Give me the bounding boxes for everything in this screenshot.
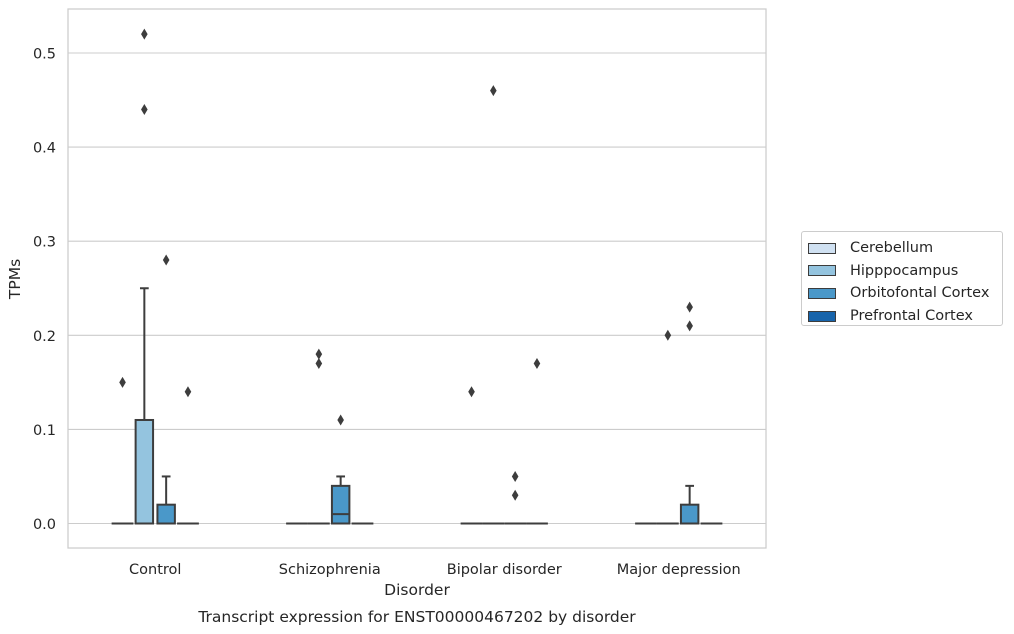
legend-item: Prefrontal Cortex <box>808 305 996 328</box>
box-orbitofontal-cortex <box>330 475 351 525</box>
legend-label: Hipppocampus <box>850 262 959 279</box>
box-iqr <box>156 503 176 525</box>
legend-item: Cerebellum <box>808 237 996 260</box>
box-orbitofontal-cortex <box>679 484 700 525</box>
x-tick-label: Control <box>129 562 181 578</box>
legend-swatch <box>808 242 836 254</box>
outlier-marker <box>119 376 126 388</box>
legend-item: Orbitofontal Cortex <box>808 282 996 305</box>
outlier-marker <box>686 301 693 313</box>
plot-area-frame <box>67 8 767 549</box>
y-tick-label: 0.3 <box>33 235 56 251</box>
boxes <box>111 287 723 525</box>
outlier-marker <box>664 329 672 341</box>
outlier-marker <box>686 320 693 332</box>
legend-label: Cerebellum <box>850 240 934 257</box>
y-tick-label: 0.1 <box>33 423 56 439</box>
outlier-marker <box>315 348 323 360</box>
legend-item: Hipppocampus <box>808 260 996 283</box>
outlier-marker <box>337 414 344 426</box>
outlier-marker <box>141 103 148 115</box>
y-tick-label: 0.2 <box>33 329 56 345</box>
outlier-marker <box>468 386 475 398</box>
x-tick-label: Schizophrenia <box>279 562 381 578</box>
box-hipppocampus <box>134 287 155 525</box>
box-orbitofontal-cortex <box>156 475 176 525</box>
legend-swatch <box>808 287 836 299</box>
outlier-points <box>119 28 693 501</box>
legend-label: Orbitofontal Cortex <box>850 285 990 302</box>
box-iqr <box>330 484 351 525</box>
x-tick-label: Major depression <box>617 562 741 578</box>
x-axis-label: Disorder <box>384 581 450 599</box>
y-axis-label: TPMs <box>6 259 24 300</box>
outlier-marker <box>533 358 541 370</box>
legend-swatch <box>808 310 836 322</box>
y-tick-label: 0.0 <box>33 517 56 533</box>
y-tick-label: 0.5 <box>33 47 56 63</box>
outlier-marker <box>511 489 519 501</box>
outlier-marker <box>490 85 497 97</box>
outlier-marker <box>162 254 170 266</box>
legend: Cerebellum Hipppocampus Orbitofontal Corte… <box>801 231 1003 326</box>
grid-lines <box>68 52 766 525</box>
outlier-marker <box>511 470 519 482</box>
outlier-marker <box>141 28 148 40</box>
legend-swatch <box>808 265 836 277</box>
legend-label: Prefrontal Cortex <box>850 308 973 325</box>
box-iqr <box>679 503 700 525</box>
y-tick-label: 0.4 <box>33 141 56 157</box>
outlier-marker <box>184 386 192 398</box>
x-tick-label: Bipolar disorder <box>447 562 562 578</box>
chart-title: Transcript expression for ENST0000046720… <box>197 608 636 626</box>
y-tick-labels: 0.0 0.1 0.2 0.3 0.4 0.5 <box>33 47 56 534</box>
box-iqr <box>134 418 155 525</box>
outlier-marker <box>315 358 323 370</box>
x-tick-labels: Control Schizophrenia Bipolar disorder Majo… <box>129 562 741 578</box>
